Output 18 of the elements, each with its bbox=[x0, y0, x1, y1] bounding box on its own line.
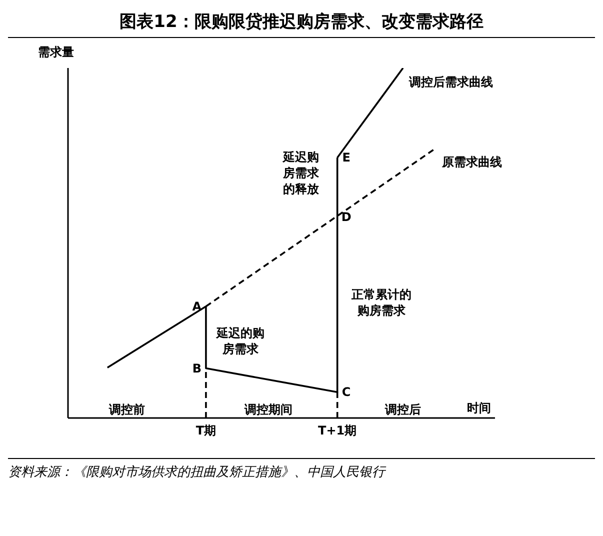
annotation: 延迟购房需求的释放 bbox=[282, 150, 320, 196]
annotation: C bbox=[342, 385, 351, 400]
annotation: 调控期间 bbox=[243, 402, 292, 416]
annotation: 调控后 bbox=[384, 402, 422, 416]
series-label: 原需求曲线 bbox=[440, 155, 502, 170]
series-label: 调控后需求曲线 bbox=[408, 75, 494, 89]
annotation: E bbox=[342, 150, 350, 165]
annotation: 正常累计的购房需求 bbox=[350, 288, 412, 318]
x-axis-title: 时间 bbox=[467, 400, 491, 417]
chart-title: 图表12：限购限贷推迟购房需求、改变需求路径 bbox=[8, 8, 595, 38]
y-axis-title: 需求量 bbox=[38, 44, 74, 61]
x-tick-label: T期 bbox=[196, 424, 216, 438]
text: 资料来源：《限购对市场供求的扭曲及矫正措施》、中国人民银行 bbox=[8, 464, 388, 481]
annotation: D bbox=[341, 210, 352, 224]
annotation: B bbox=[192, 361, 202, 376]
annotation: 延迟的购房需求 bbox=[215, 326, 264, 356]
x-tick-label: T+1期 bbox=[318, 424, 357, 438]
annotation: 调控前 bbox=[108, 402, 146, 416]
